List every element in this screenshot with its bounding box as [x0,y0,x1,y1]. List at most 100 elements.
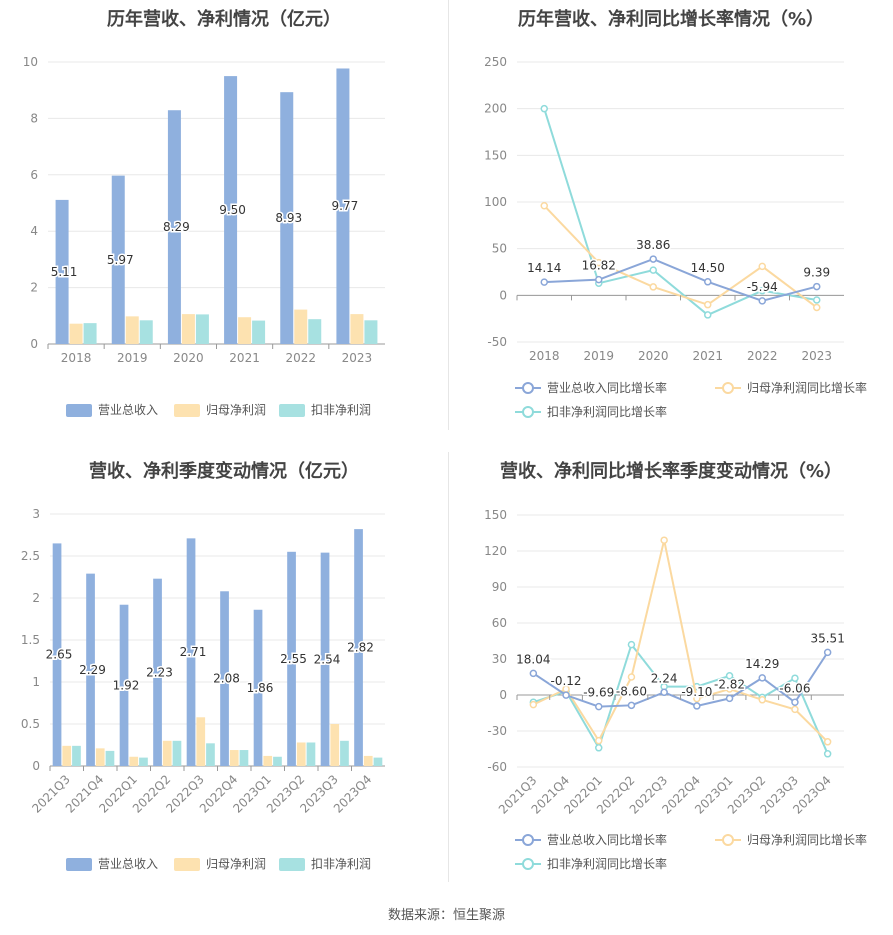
x-tick-label: 2022 [285,351,316,365]
chart-title: 历年营收、净利情况（亿元） [107,9,341,30]
data-point [595,258,603,267]
data-point [595,744,603,752]
legend-marker [522,406,534,418]
y-tick-label: 1.5 [21,633,40,647]
legend-label: 扣非净利润同比增长率 [547,404,667,419]
bar [220,591,229,766]
bar [373,757,383,766]
legend-swatch [174,858,200,871]
legend-swatch [66,404,92,417]
y-tick-label: 150 [484,508,507,522]
data-point [704,278,712,286]
data-label: -8.60 [616,684,647,698]
chart-title: 营收、净利同比增长率季度变动情况（%） [499,461,843,482]
y-tick-label: 10 [23,55,38,69]
data-point [813,303,821,312]
data-point [823,750,832,758]
data-label: -0.12 [551,674,582,688]
y-tick-label: 150 [484,148,507,162]
data-label: 2.82 [347,641,374,655]
data-point [649,283,657,291]
data-point [791,674,799,682]
series-line [532,539,829,743]
quarterly-growth-rate-panel: 营收、净利同比增长率季度变动情况（%） -60 -30 0 30 60 90 120 150 1… [449,452,893,882]
data-point [627,640,636,649]
data-point [758,297,766,305]
legend-marker [722,382,734,394]
data-label: 38.86 [636,238,670,252]
legend-label: 营业总收入同比增长率 [547,832,667,847]
bar [363,755,373,766]
legend-label: 扣非净利润 [311,857,371,871]
data-label: 9.77 [332,199,359,213]
bar [195,314,209,344]
bar [167,110,181,344]
legend-swatch [279,858,305,871]
chart-title: 营收、净利季度变动情况（亿元） [89,461,359,482]
data-point [627,701,636,710]
y-tick-label: 4 [30,224,38,238]
bar [69,323,83,344]
bar [119,604,129,766]
data-point [660,688,668,697]
data-label: 14.50 [691,261,725,275]
chart-title: 历年营收、净利同比增长率情况（%） [517,9,825,30]
bar [224,76,238,344]
y-tick-label: 30 [492,652,507,666]
y-tick-label: 90 [492,580,507,594]
data-point [823,648,832,657]
bar [105,750,115,766]
data-label: -6.06 [779,681,810,695]
bar [153,578,162,766]
data-label: 2.24 [651,671,678,685]
data-point [540,201,548,210]
data-point [595,736,603,745]
data-point [791,698,799,707]
y-tick-label: 6 [30,168,38,182]
data-label: 5.11 [51,265,78,279]
y-tick-label: 200 [484,102,507,116]
data-label: 9.39 [803,266,830,280]
data-point [813,296,821,304]
legend-marker [522,858,534,870]
annual-growth-rate-panel: 历年营收、净利同比增长率情况（%） -50 0 50 100 150 200 250 14.1… [449,0,893,430]
y-tick-label: 2 [30,281,38,295]
data-point [725,694,734,703]
y-tick-label: 60 [492,616,507,630]
y-tick-label: 0 [32,759,40,773]
quarterly-revenue-profit-panel: 营收、净利季度变动情况（亿元） 0 0.5 1 1.5 2 2.5 3 2.65 2.29 1.9… [0,452,448,882]
legend-swatch [279,404,305,417]
series-line [533,642,829,755]
data-point [540,104,548,113]
legend-label: 归母净利润同比增长率 [747,380,867,395]
bar [287,551,296,766]
bar [52,543,62,766]
data-point [758,674,766,682]
data-point [704,300,712,309]
y-tick-label: -60 [487,760,507,774]
data-point [540,278,548,286]
legend-label: 营业总收入同比增长率 [547,380,667,395]
data-label: -2.82 [714,677,745,691]
bar [364,320,378,344]
y-tick-label: 0 [499,288,507,302]
bar [139,757,148,766]
bar [296,742,306,766]
y-tick-label: 8 [30,111,38,125]
bar [181,314,195,344]
annual-revenue-profit-chart: 0 2 4 6 8 10 5.11 5.97 8.29 9.50 8.93 9.77 2018 2019 2… [23,55,385,417]
x-tick-label: 2021 [229,351,260,365]
bar [186,538,196,766]
data-point [649,266,657,274]
bar [196,717,206,766]
bar [162,740,172,766]
x-tick-label: 2019 [117,351,148,365]
data-source-note: 数据来源：恒生聚源 [387,908,505,923]
data-label: -9.10 [681,685,712,699]
bar [111,175,125,344]
y-tick-label: 2 [32,591,40,605]
bar [253,609,263,766]
x-tick-label: 2020 [638,349,669,363]
bar [320,552,330,766]
legend-label: 营业总收入 [98,857,158,871]
